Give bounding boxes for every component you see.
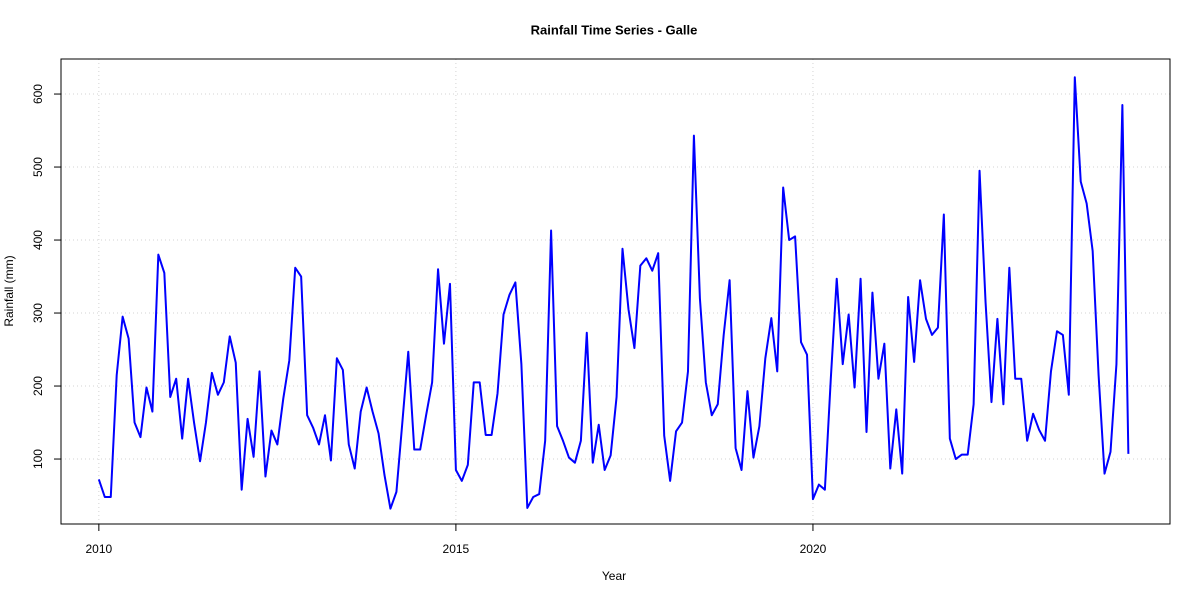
x-tick-label: 2010	[85, 542, 112, 556]
y-tick-label: 500	[31, 157, 45, 177]
data-line	[97, 76, 1130, 510]
y-axis-label: Rainfall (mm)	[2, 255, 16, 326]
plot-frame	[60, 58, 1171, 525]
y-tick-label: 400	[31, 230, 45, 250]
y-tick-label: 600	[31, 84, 45, 104]
chart-title: Rainfall Time Series - Galle	[531, 22, 698, 37]
x-tick-label: 2015	[443, 542, 470, 556]
x-tick-label: 2020	[800, 542, 827, 556]
x-axis-label: Year	[602, 569, 626, 583]
y-tick-label: 300	[31, 303, 45, 323]
y-tick-label: 200	[31, 376, 45, 396]
y-tick-label: 100	[31, 449, 45, 469]
